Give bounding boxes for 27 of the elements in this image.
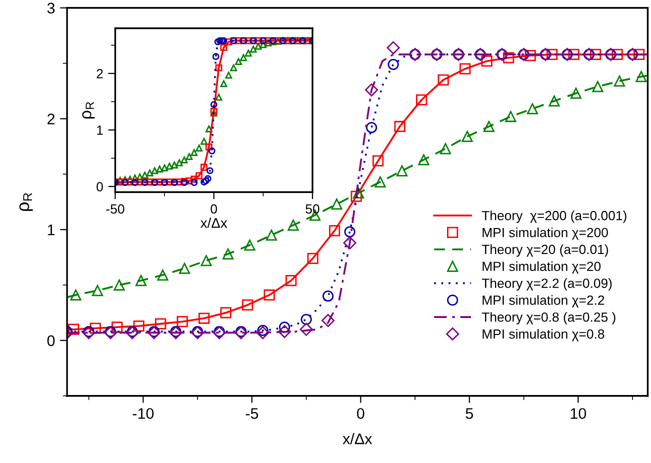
legend-label: Theory χ=2.2 (a=0.09): [482, 278, 612, 291]
x-tick-label: 10: [570, 408, 586, 419]
x-tick-label: 5: [466, 408, 474, 419]
x-tick-label: -10: [132, 408, 154, 419]
legend-label: MPI simulation χ=0.8: [482, 329, 604, 342]
x-axis-title: x/Δx: [200, 218, 228, 228]
y-tick-label: 1: [48, 224, 55, 236]
legend-label: MPI simulation χ=200: [482, 228, 608, 240]
y-tick-label: 0: [96, 182, 103, 192]
legend-label: MPI simulation χ=2.2: [482, 295, 604, 308]
y-tick-label: 2: [96, 69, 103, 78]
y-tick-label: 1: [97, 126, 103, 135]
legend-label: Theory χ=20 (a=0.01): [482, 244, 608, 257]
x-tick-label: 0: [357, 408, 364, 419]
legend-label: Theory χ=0.8 (a=0.25 ): [482, 312, 616, 324]
y-tick-label: 0: [47, 335, 55, 346]
y-axis-title: ρ$_{R}$: [82, 102, 95, 118]
x-axis-title: x/Δx: [342, 433, 372, 444]
x-tick-label: -5: [246, 408, 258, 419]
y-tick-label: 2: [48, 114, 54, 124]
x-tick-label: -50: [106, 204, 124, 214]
legend-label: Theory χ=200 (a=0.001): [482, 210, 626, 223]
x-tick-label: 50: [306, 204, 320, 214]
x-tick-label: 0: [210, 204, 218, 214]
y-axis-title: ρ$_{R}$: [19, 193, 33, 211]
y-tick-label: 3: [47, 2, 55, 14]
legend-label: MPI simulation χ=20: [482, 261, 601, 274]
